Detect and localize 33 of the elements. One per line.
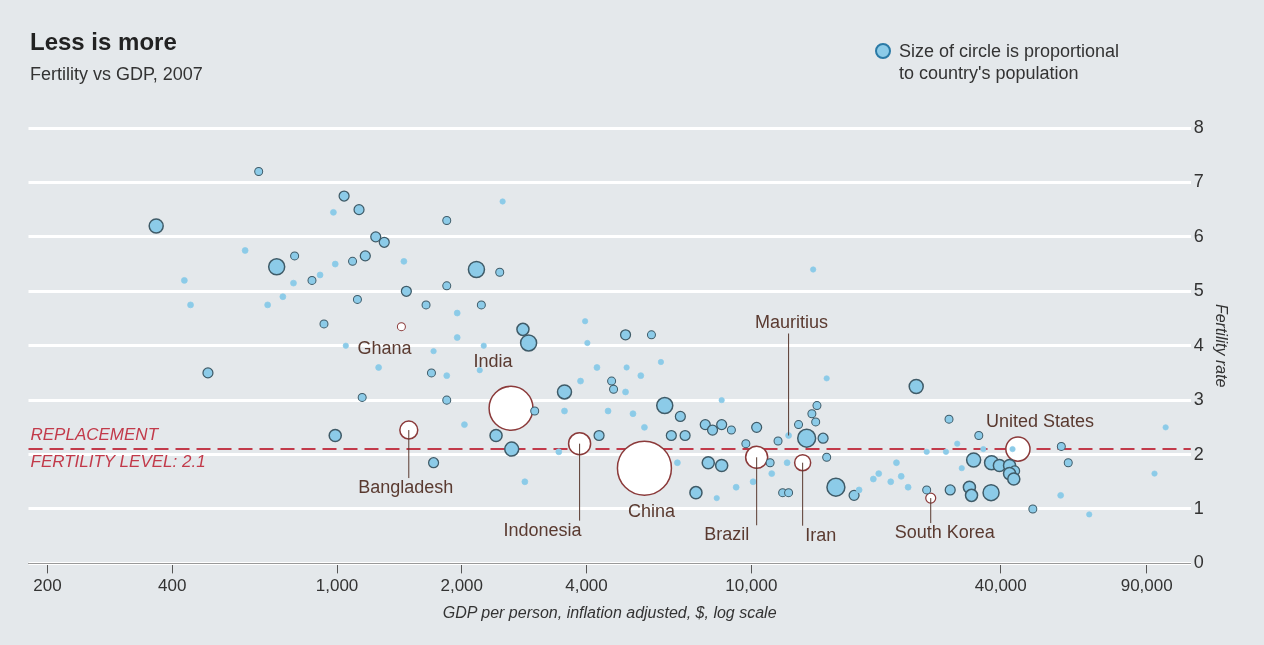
y-tick-label: 4 <box>1193 334 1204 355</box>
annotation: Brazil <box>704 524 750 545</box>
y-tick-label: 1 <box>1193 497 1204 518</box>
y-tick-label: 5 <box>1193 280 1204 301</box>
ref-line-label: REPLACEMENT FERTILITY LEVEL: 2.1 <box>30 425 206 472</box>
y-tick-label: 8 <box>1193 116 1204 137</box>
x-tick-label: 40,000 <box>974 576 1027 596</box>
x-tick-label: 200 <box>33 576 62 596</box>
annotation: China <box>627 501 676 522</box>
annotation: Iran <box>805 524 837 545</box>
x-tick-label: 1,000 <box>315 576 359 596</box>
chart-title: Less is more <box>30 28 177 56</box>
x-tick-label: 90,000 <box>1120 576 1173 596</box>
x-tick-label: 400 <box>157 576 187 596</box>
y-tick-label: 6 <box>1193 225 1204 246</box>
annotation: India <box>473 351 514 372</box>
annotation: United States <box>985 411 1094 432</box>
x-axis-title: GDP per person, inflation adjusted, $, log scale <box>442 603 777 621</box>
y-tick-label: 0 <box>1193 552 1204 573</box>
x-tick-label: 2,000 <box>440 576 484 596</box>
annotation: Indonesia <box>503 519 583 540</box>
chart-subtitle: Fertility vs GDP, 2007 <box>30 64 203 85</box>
y-tick-label: 2 <box>1193 443 1204 464</box>
y-axis-title: Fertility rate <box>1212 303 1230 388</box>
annotation: Mauritius <box>755 312 829 333</box>
y-tick-label: 3 <box>1193 389 1204 410</box>
x-tick-label: 10,000 <box>725 576 778 596</box>
y-tick-label: 7 <box>1193 171 1204 192</box>
annotation: Ghana <box>357 337 413 358</box>
text: Size of circle is proportional to country's population <box>899 41 1120 83</box>
annotation: Bangladesh <box>358 477 454 498</box>
x-tick-label: 4,000 <box>565 576 608 596</box>
annotation: South Korea <box>894 522 996 543</box>
